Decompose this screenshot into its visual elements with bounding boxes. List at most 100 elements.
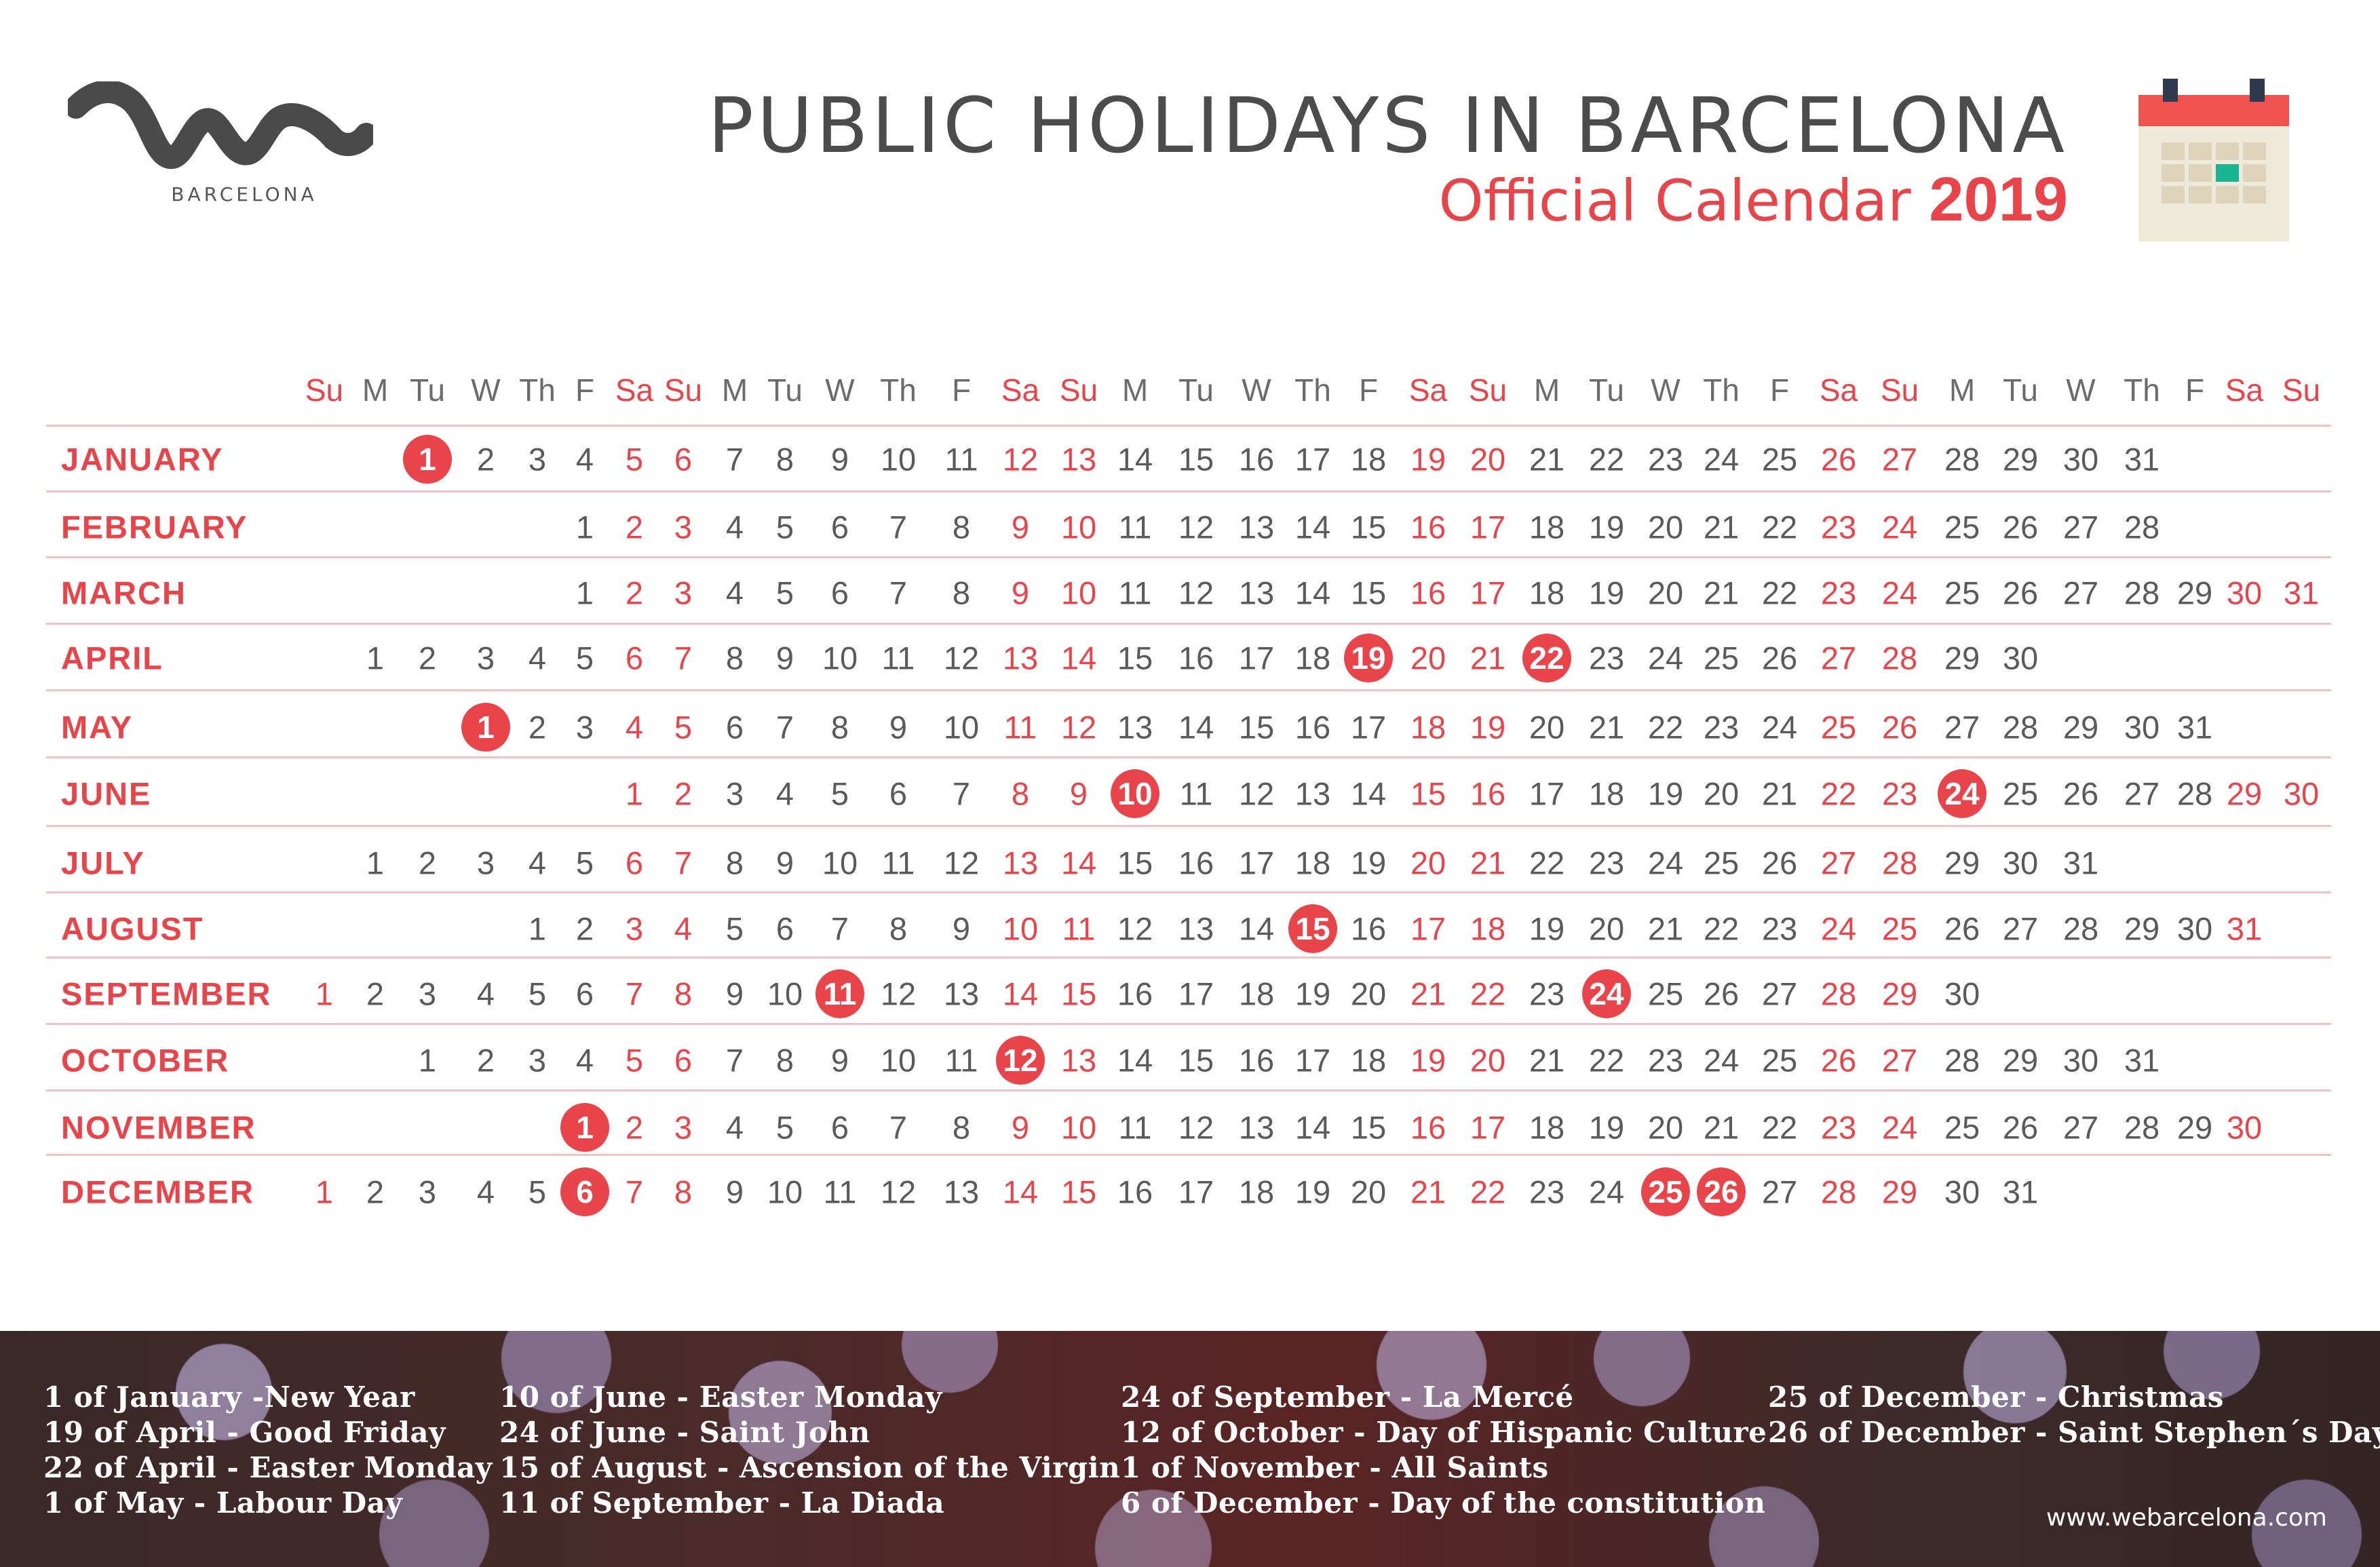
weekday-header: Su (1880, 372, 1919, 408)
day-cell: 30 (2176, 910, 2213, 947)
day-cell: 12 (1178, 575, 1214, 611)
day-cell: 2 (366, 1174, 385, 1210)
day-cell: 5 (528, 975, 547, 1012)
day-cell: 1 (315, 975, 334, 1012)
day-cell: 31 (2062, 845, 2099, 881)
day-cell: 15 (1350, 575, 1387, 611)
day-cell: 13 (1002, 845, 1039, 881)
day-cell: 10 (1060, 1109, 1097, 1146)
day-cell: 13 (943, 975, 980, 1012)
day-cell: 31 (2124, 1042, 2160, 1079)
day-cell: 11 (944, 441, 978, 478)
day-cell: 29 (2002, 441, 2039, 478)
day-cell: 30 (2283, 775, 2320, 812)
day-cell: 17 (1350, 709, 1387, 746)
day-cell: 5 (775, 1109, 794, 1146)
day-cell: 10 (767, 975, 803, 1012)
day-cell: 15 (1350, 1109, 1387, 1146)
day-cell: 8 (674, 1174, 693, 1210)
weekday-header: F (951, 372, 972, 408)
holiday-day: 1 (560, 1103, 609, 1152)
day-cell: 30 (2124, 709, 2160, 746)
day-cell: 4 (476, 975, 495, 1012)
day-cell: 18 (1238, 1174, 1275, 1210)
day-cell: 7 (674, 640, 693, 676)
weekday-header: Sa (2225, 372, 2264, 408)
day-cell: 24 (1881, 1109, 1918, 1146)
day-cell: 19 (1410, 441, 1446, 478)
day-cell: 30 (1944, 1174, 1980, 1210)
day-cell: 1 (366, 845, 385, 881)
holiday-entry: 26 of December - Saint Stephen´s Day (1768, 1416, 2380, 1449)
website-link[interactable]: www.webarcelona.com (2046, 1504, 2327, 1532)
day-cell: 21 (1410, 975, 1446, 1012)
day-cell: 6 (889, 775, 908, 812)
day-cell: 22 (1588, 441, 1625, 478)
day-cell: 6 (775, 910, 794, 947)
weekday-header: W (1651, 372, 1681, 408)
weekday-header: Tu (1589, 372, 1624, 408)
day-cell: 29 (2176, 1109, 2213, 1146)
day-cell: 3 (418, 975, 437, 1012)
day-cell: 7 (889, 575, 908, 611)
day-cell: 28 (2124, 509, 2160, 545)
day-cell: 21 (1703, 509, 1740, 545)
weekday-header: Tu (767, 372, 803, 408)
day-cell: 23 (1588, 845, 1625, 881)
day-cell: 22 (1647, 709, 1684, 746)
day-cell: 16 (1238, 441, 1275, 478)
holiday-entry: 1 of November - All Saints (1121, 1451, 1549, 1484)
day-cell: 12 (880, 975, 917, 1012)
day-cell: 18 (1294, 640, 1331, 676)
day-cell: 21 (1703, 1109, 1740, 1146)
day-cell: 4 (575, 441, 594, 478)
day-cell: 1 (625, 775, 644, 812)
day-cell: 23 (1529, 1174, 1565, 1210)
weekday-header: W (471, 372, 501, 408)
day-cell: 11 (1003, 709, 1037, 746)
day-cell: 4 (528, 640, 547, 676)
day-cell: 6 (674, 1042, 693, 1079)
day-cell: 16 (1117, 1174, 1153, 1210)
day-cell: 18 (1470, 910, 1506, 947)
day-cell: 30 (2062, 1042, 2099, 1079)
day-cell: 27 (1820, 640, 1857, 676)
day-cell: 10 (943, 709, 980, 746)
day-cell: 23 (1820, 1109, 1857, 1146)
weekday-header: M (1121, 372, 1149, 408)
day-cell: 23 (1588, 640, 1625, 676)
month-label: OCTOBER (61, 1042, 230, 1079)
day-cell: 30 (2226, 575, 2263, 611)
day-cell: 18 (1238, 975, 1275, 1012)
day-cell: 17 (1470, 1109, 1506, 1146)
day-cell: 20 (1350, 1174, 1387, 1210)
day-cell: 13 (943, 1174, 980, 1210)
holiday-entry: 6 of December - Day of the constitution (1121, 1486, 1766, 1520)
day-cell: 30 (2062, 441, 2099, 478)
day-cell: 22 (1470, 975, 1506, 1012)
day-cell: 28 (1820, 975, 1857, 1012)
day-cell: 3 (625, 910, 644, 947)
day-cell: 18 (1350, 441, 1387, 478)
month-label: JULY (61, 845, 145, 881)
weekday-header: Th (880, 372, 917, 408)
day-cell: 20 (1588, 910, 1625, 947)
page-title: PUBLIC HOLIDAYS IN BARCELONA (708, 82, 2068, 170)
day-cell: 23 (1820, 575, 1857, 611)
we-barcelona-logo[interactable]: We (68, 81, 373, 210)
day-cell: 3 (674, 1109, 693, 1146)
day-cell: 24 (1647, 640, 1684, 676)
day-cell: 26 (1881, 709, 1918, 746)
day-cell: 27 (2062, 509, 2099, 545)
weekday-header: Th (2124, 372, 2160, 408)
day-cell: 27 (2062, 1109, 2099, 1146)
day-cell: 27 (2002, 910, 2039, 947)
day-cell: 9 (775, 845, 794, 881)
day-cell: 10 (822, 845, 858, 881)
day-cell: 4 (575, 1042, 594, 1079)
row-divider (46, 1154, 2331, 1156)
row-divider (46, 891, 2331, 893)
day-cell: 16 (1294, 709, 1331, 746)
day-cell: 4 (775, 775, 794, 812)
day-cell: 19 (1588, 509, 1625, 545)
